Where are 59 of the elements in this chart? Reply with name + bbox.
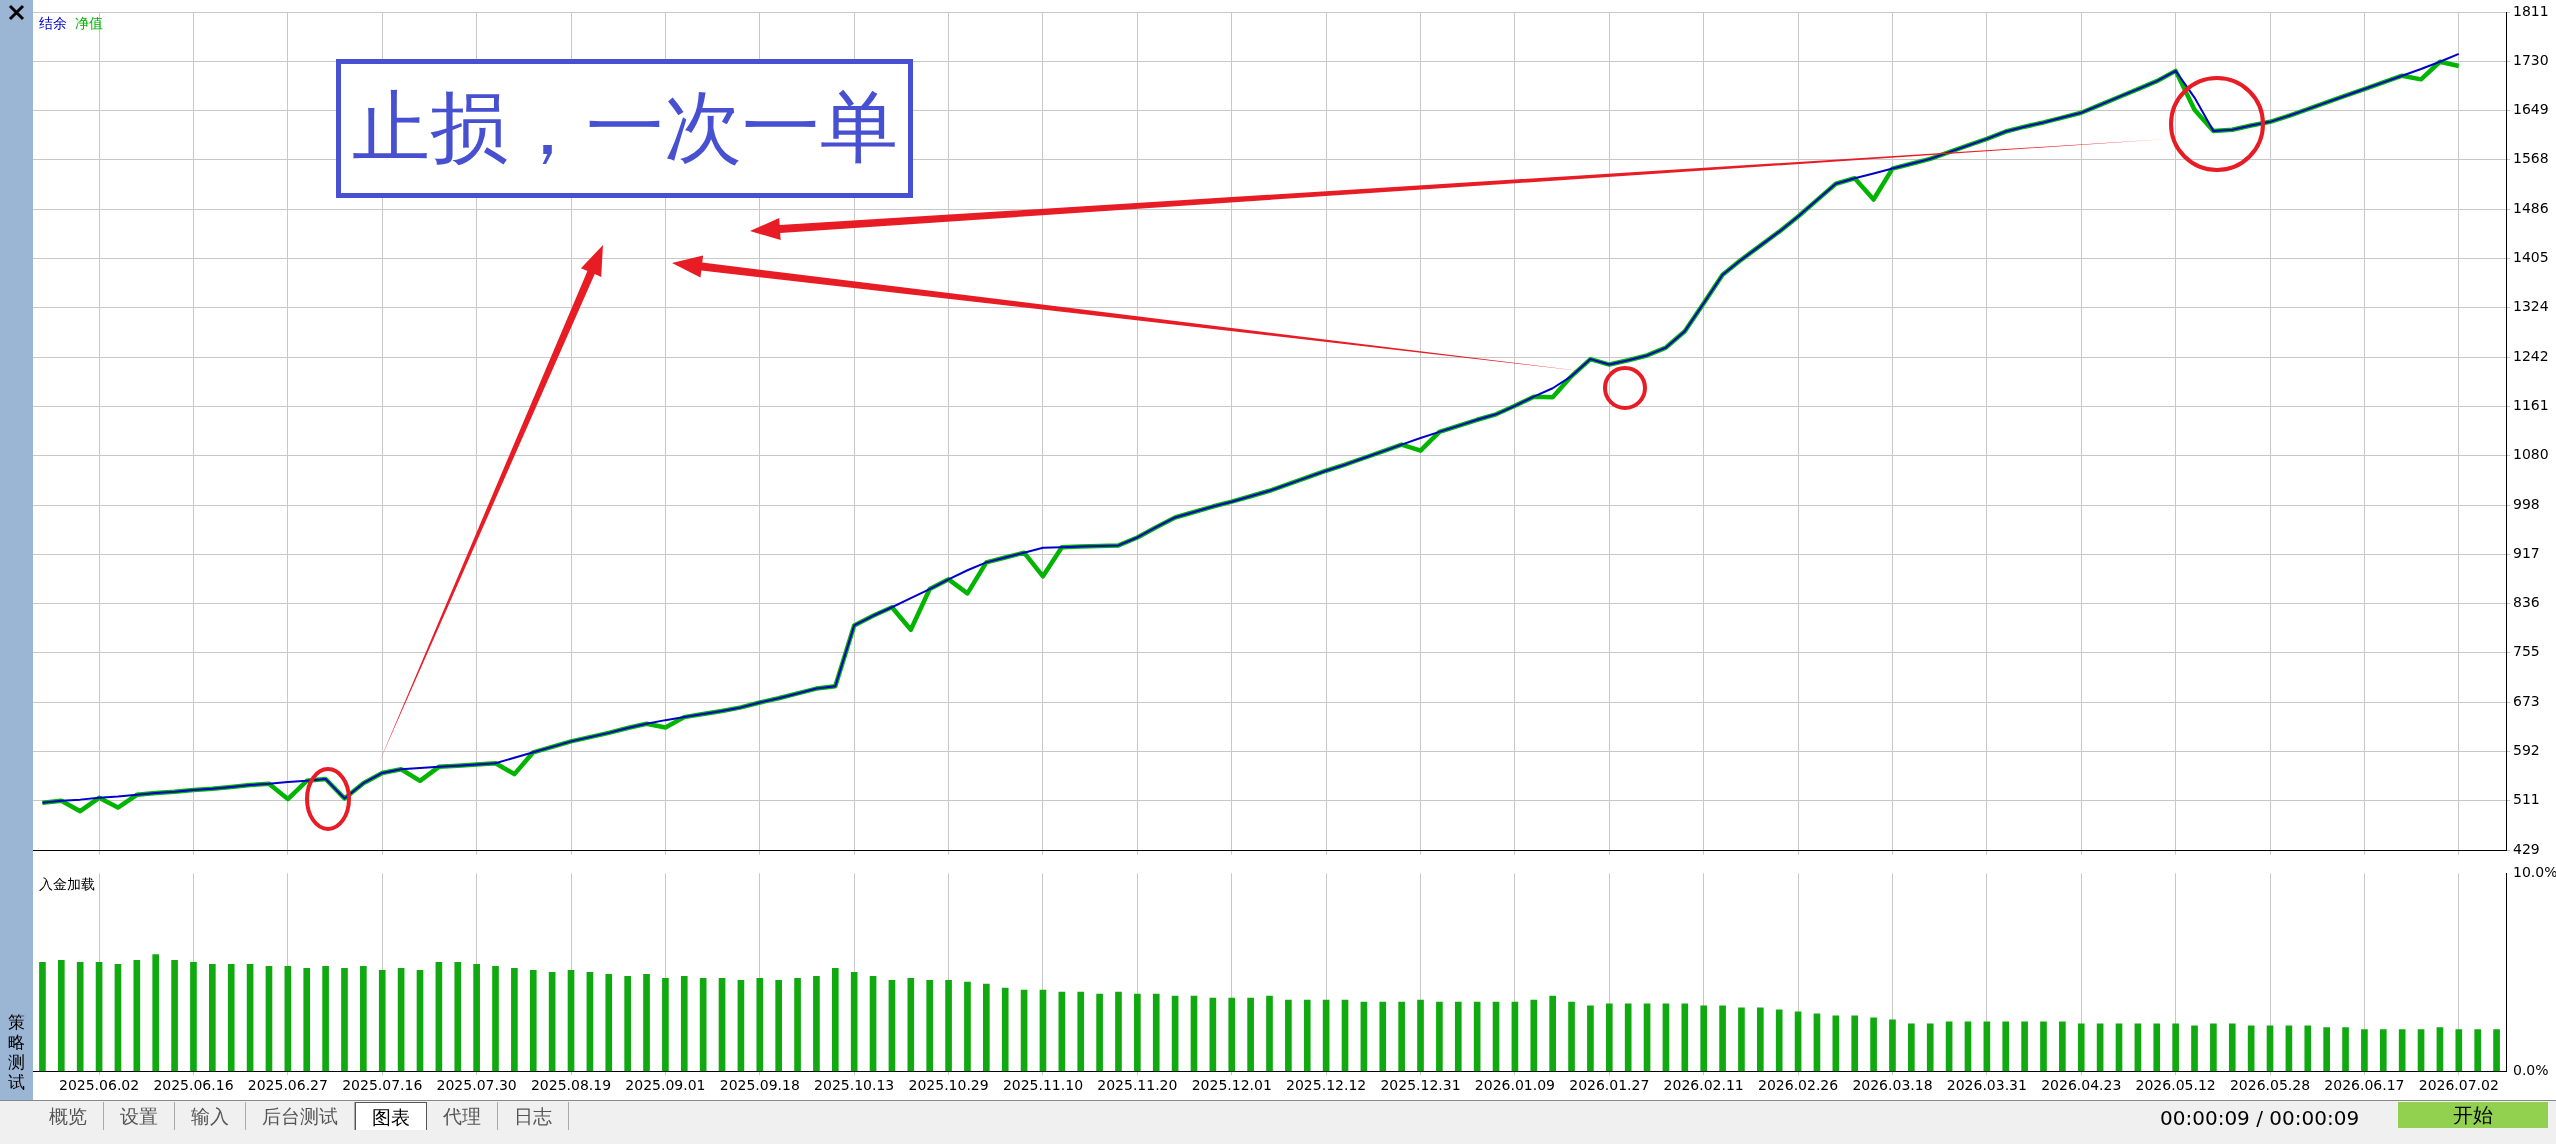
x-tick-label: 2026.07.02 — [2418, 1077, 2499, 1094]
text: 策略测试 — [6, 1012, 26, 1092]
text: 开始 — [2398, 1102, 2548, 1128]
x-tick-label: 2025.06.27 — [247, 1077, 328, 1094]
y-tick-label: 1161 — [2513, 397, 2549, 414]
y-tick-label: 1324 — [2513, 298, 2549, 315]
text: 00:00:09 / 00:00:09 — [2160, 1106, 2360, 1130]
x-tick-label: 2025.07.30 — [436, 1077, 517, 1094]
x-tick-label: 2025.10.13 — [814, 1077, 895, 1094]
chart-title: 入金加载 — [39, 876, 95, 895]
text: 输入 — [175, 1102, 246, 1130]
x-tick-label: 2025.08.19 — [530, 1077, 612, 1094]
annotation: 止损，一次一单 — [336, 59, 913, 198]
x-tick-label: 2025.10.29 — [908, 1077, 989, 1094]
x-tick-label: 2026.02.11 — [1663, 1077, 1744, 1094]
y-tick-label: 10.0% — [2513, 864, 2556, 881]
x-tick-label: 2025.12.01 — [1191, 1077, 1272, 1094]
y-tick-label: 917 — [2513, 545, 2540, 562]
y-tick-label: 1811 — [2513, 2, 2549, 19]
x-tick-label: 2026.05.28 — [2229, 1077, 2311, 1094]
text: 后台测试 — [246, 1102, 355, 1130]
y-tick-label: 1649 — [2513, 100, 2549, 117]
y-tick-label: 1405 — [2513, 249, 2549, 265]
text: 净值 — [75, 15, 103, 31]
x-tick-label: 2026.03.31 — [1946, 1077, 2027, 1094]
x-tick-label: 2025.09.18 — [719, 1077, 800, 1094]
x-tick-label: 2025.12.12 — [1286, 1077, 1367, 1094]
y-tick-label: 429 — [2513, 841, 2540, 858]
y-tick-label: 1080 — [2513, 446, 2549, 463]
y-tick-label: 0.0% — [2513, 1061, 2549, 1078]
x-tick-label: 2025.06.16 — [153, 1077, 234, 1094]
y-tick-label: 836 — [2513, 594, 2540, 611]
x-tick-label: 2025.06.02 — [58, 1077, 140, 1094]
y-tick-label: 1730 — [2513, 51, 2549, 68]
x-tick-label: 2025.09.01 — [625, 1077, 706, 1094]
y-tick-label: 1242 — [2513, 347, 2549, 364]
x-tick-label: 2026.05.12 — [2135, 1077, 2216, 1094]
x-tick-label: 2025.12.31 — [1380, 1077, 1461, 1094]
y-tick-label: 998 — [2513, 495, 2540, 512]
x-tick-label: 2026.01.27 — [1569, 1077, 1650, 1094]
x-tick-label: 2026.04.23 — [2041, 1077, 2122, 1094]
y-tick-label: 1486 — [2513, 199, 2549, 216]
text: 结余 — [39, 15, 67, 31]
text: 代理 — [427, 1102, 498, 1130]
y-tick-label: 1568 — [2513, 150, 2549, 167]
x-tick-label: 2025.11.10 — [1002, 1077, 1084, 1094]
y-tick-label: 673 — [2513, 693, 2540, 710]
text: 设置 — [104, 1102, 175, 1130]
y-tick-label: 511 — [2513, 791, 2540, 808]
text: 概览 — [33, 1102, 104, 1130]
x-tick-label: 2026.06.17 — [2324, 1077, 2405, 1094]
x-tick-label: 2026.03.18 — [1852, 1077, 1933, 1094]
x-tick-label: 2025.11.20 — [1097, 1077, 1178, 1094]
x-tick-label: 2026.01.09 — [1474, 1077, 1555, 1094]
text: 日志 — [498, 1102, 569, 1130]
y-tick-label: 592 — [2513, 742, 2540, 759]
y-tick-label: 755 — [2513, 643, 2540, 660]
x-tick-label: 2025.07.16 — [342, 1077, 423, 1094]
x-tick-label: 2026.02.26 — [1757, 1077, 1839, 1094]
